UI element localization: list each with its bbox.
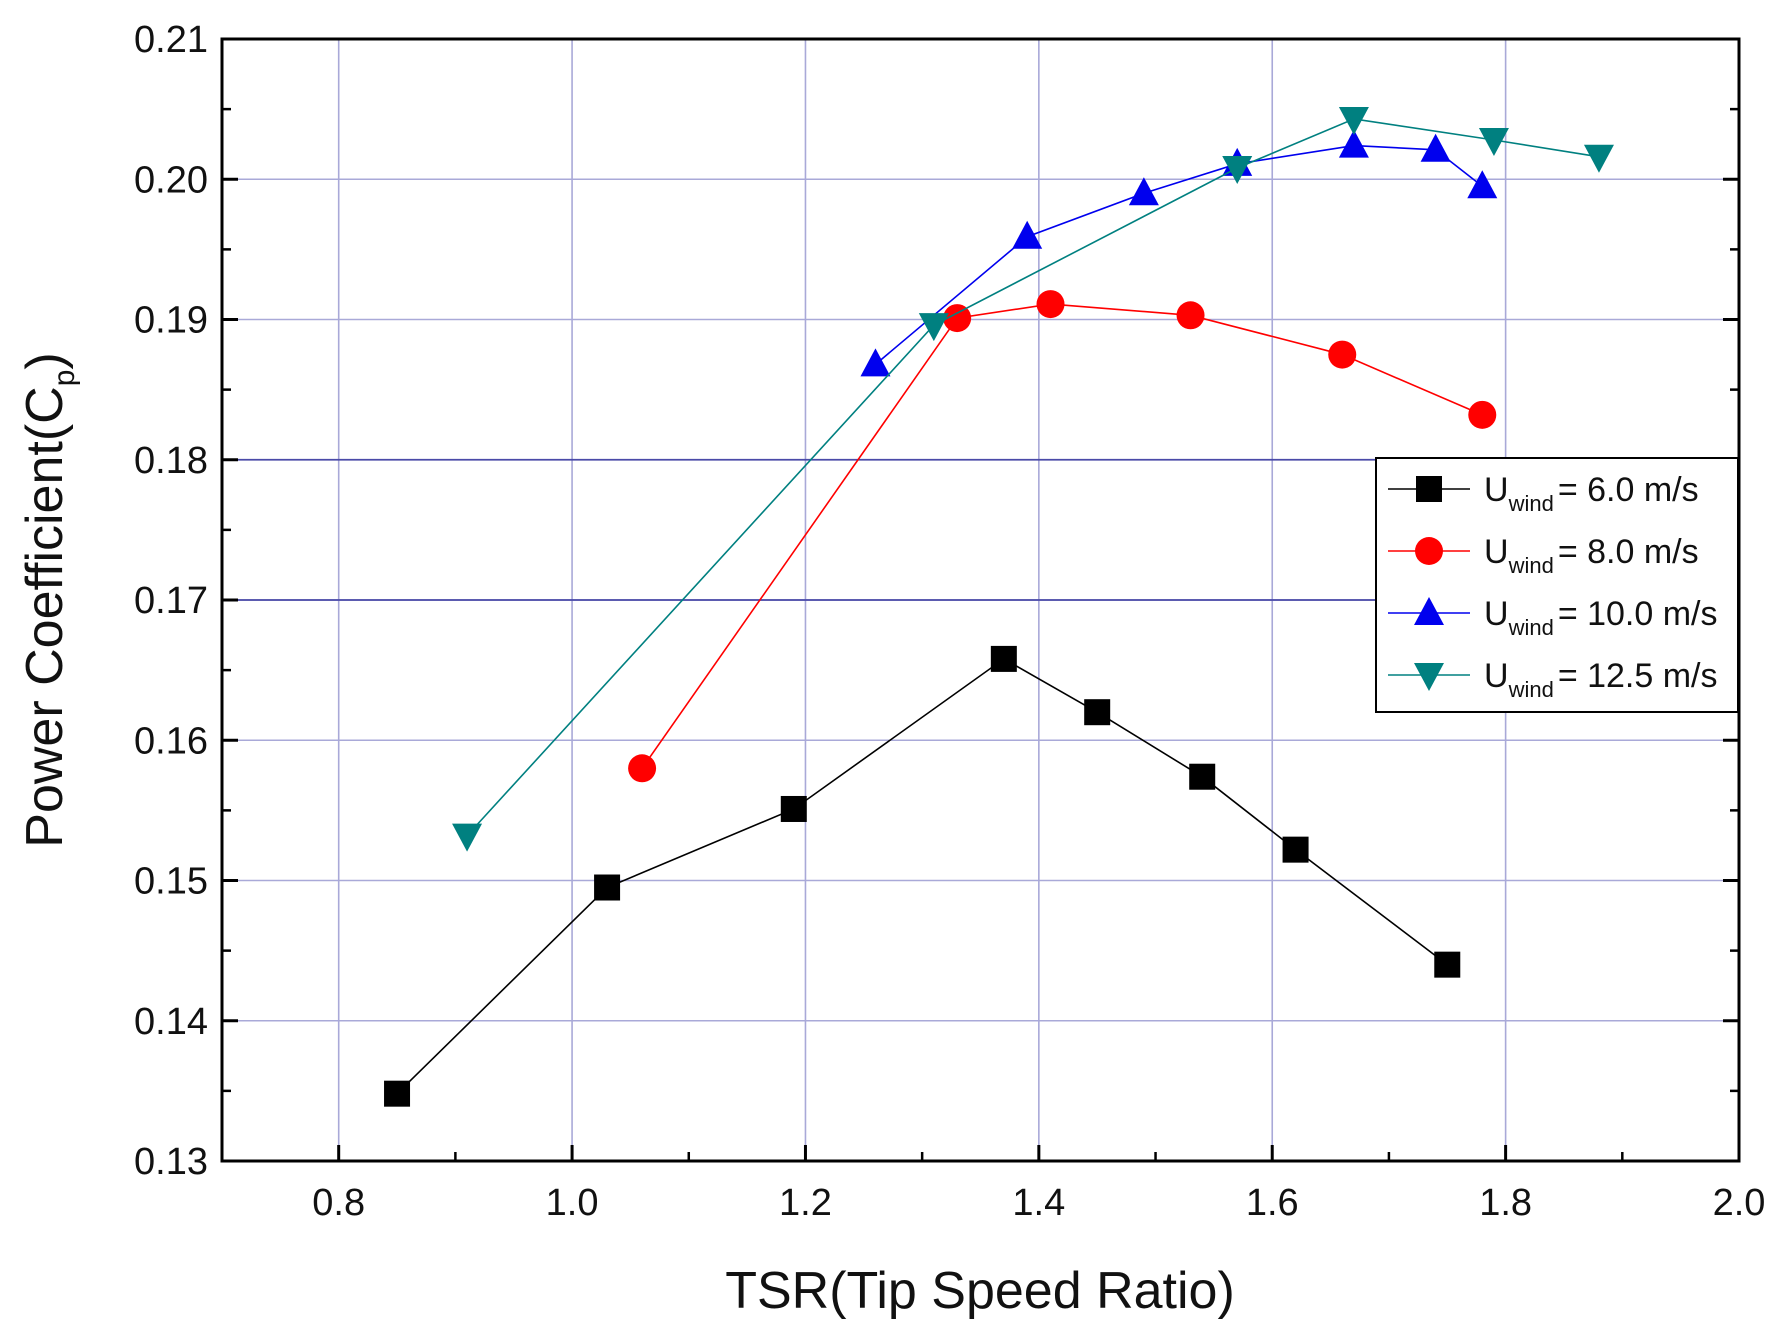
legend-label-main-3: U (1484, 657, 1509, 695)
series-line-1 (641, 303, 1483, 769)
legend-label-rest-1: = 8.0 m/s (1558, 533, 1699, 571)
series-0 (384, 645, 1461, 1107)
data-point-3-2 (1222, 156, 1253, 185)
legend-marker-3 (1414, 663, 1444, 691)
series-line-3 (466, 118, 1600, 837)
legend-label-rest-3: = 12.5 m/s (1558, 657, 1718, 695)
y-tick-label-3: 0.16 (134, 720, 208, 762)
series-1 (628, 290, 1497, 783)
series-line-0 (396, 657, 1448, 1095)
data-point-2-2 (1128, 177, 1159, 206)
legend-marker-0 (1416, 476, 1442, 502)
data-point-2-0 (860, 348, 891, 377)
data-point-0-3 (990, 645, 1017, 672)
data-point-2-1 (1012, 220, 1043, 249)
data-point-2-5 (1420, 133, 1451, 162)
x-axis-title: TSR(Tip Speed Ratio) (725, 1262, 1235, 1320)
x-tick-label-3: 1.4 (1012, 1182, 1065, 1224)
y-tick-label-0: 0.13 (134, 1141, 208, 1183)
data-point-3-3 (1338, 106, 1369, 135)
y-axis-title-main: Power Coefficient(C (16, 386, 74, 847)
y-tick-label-8: 0.21 (134, 19, 208, 61)
legend-label-rest-0: = 6.0 m/s (1558, 471, 1699, 509)
legend-label-sub-3: wind (1508, 677, 1554, 702)
data-point-1-4 (1328, 340, 1357, 369)
y-tick-label-5: 0.18 (134, 440, 208, 482)
legend-label-main-2: U (1484, 595, 1509, 633)
legend-item-1: Uwind = 8.0 m/s (1388, 533, 1699, 578)
x-tick-label-0: 0.8 (312, 1182, 365, 1224)
legend-label-rest-2: = 10.0 m/s (1558, 595, 1718, 633)
data-point-0-0 (384, 1080, 411, 1107)
data-point-0-1 (594, 874, 621, 901)
y-tick-label-7: 0.20 (134, 159, 208, 201)
data-series (384, 106, 1614, 1107)
legend-label-sub-2: wind (1508, 615, 1554, 640)
data-point-1-0 (628, 754, 657, 783)
legend-label-main-0: U (1484, 471, 1509, 509)
data-point-2-6 (1467, 170, 1498, 199)
data-point-3-5 (1583, 144, 1614, 173)
legend-label-main-1: U (1484, 533, 1509, 571)
legend-label-0: Uwind = 6.0 m/s (1484, 471, 1699, 516)
data-point-3-1 (918, 313, 949, 342)
y-tick-label-1: 0.14 (134, 1001, 208, 1043)
data-point-0-7 (1434, 951, 1461, 978)
x-tick-label-5: 1.8 (1479, 1182, 1532, 1224)
data-point-3-4 (1478, 127, 1509, 156)
x-tick-label-4: 1.6 (1246, 1182, 1299, 1224)
y-axis-title: Power Coefficient(Cp) (16, 352, 81, 847)
data-point-2-4 (1338, 129, 1369, 158)
x-tick-label-2: 1.2 (779, 1182, 832, 1224)
legend-label-3: Uwind = 12.5 m/s (1484, 657, 1718, 702)
data-point-1-5 (1468, 400, 1497, 429)
legend-item-0: Uwind = 6.0 m/s (1388, 471, 1699, 516)
data-point-0-5 (1189, 763, 1216, 790)
data-point-0-6 (1282, 836, 1309, 863)
legend-label-2: Uwind = 10.0 m/s (1484, 595, 1718, 640)
legend-label-sub-1: wind (1508, 553, 1554, 578)
legend-label-1: Uwind = 8.0 m/s (1484, 533, 1699, 578)
y-axis-title-close: ) (16, 352, 74, 369)
data-point-1-2 (1036, 290, 1065, 319)
axis-ticks: 0.8 1.0 1.2 1.4 1.6 1.8 2.0 0.13 0.14 0.15 0.16 0.1… (134, 19, 1765, 1224)
y-tick-label-4: 0.17 (134, 580, 208, 622)
data-point-0-4 (1084, 699, 1111, 726)
data-point-3-0 (452, 823, 483, 852)
y-tick-label-6: 0.19 (134, 300, 208, 342)
data-point-1-3 (1176, 301, 1205, 330)
legend-label-sub-0: wind (1508, 491, 1554, 516)
legend-item-3: Uwind = 12.5 m/s (1388, 657, 1718, 702)
data-point-1-1 (943, 304, 972, 333)
series-3 (452, 106, 1614, 852)
x-tick-label-1: 1.0 (546, 1182, 599, 1224)
y-axis-title-sub: p (48, 370, 81, 387)
legend-marker-1 (1415, 537, 1443, 565)
legend-item-2: Uwind = 10.0 m/s (1388, 595, 1718, 640)
x-tick-label-6: 2.0 (1713, 1182, 1766, 1224)
legend-marker-2 (1414, 597, 1444, 625)
data-point-0-2 (780, 795, 807, 822)
y-tick-label-2: 0.15 (134, 861, 208, 903)
